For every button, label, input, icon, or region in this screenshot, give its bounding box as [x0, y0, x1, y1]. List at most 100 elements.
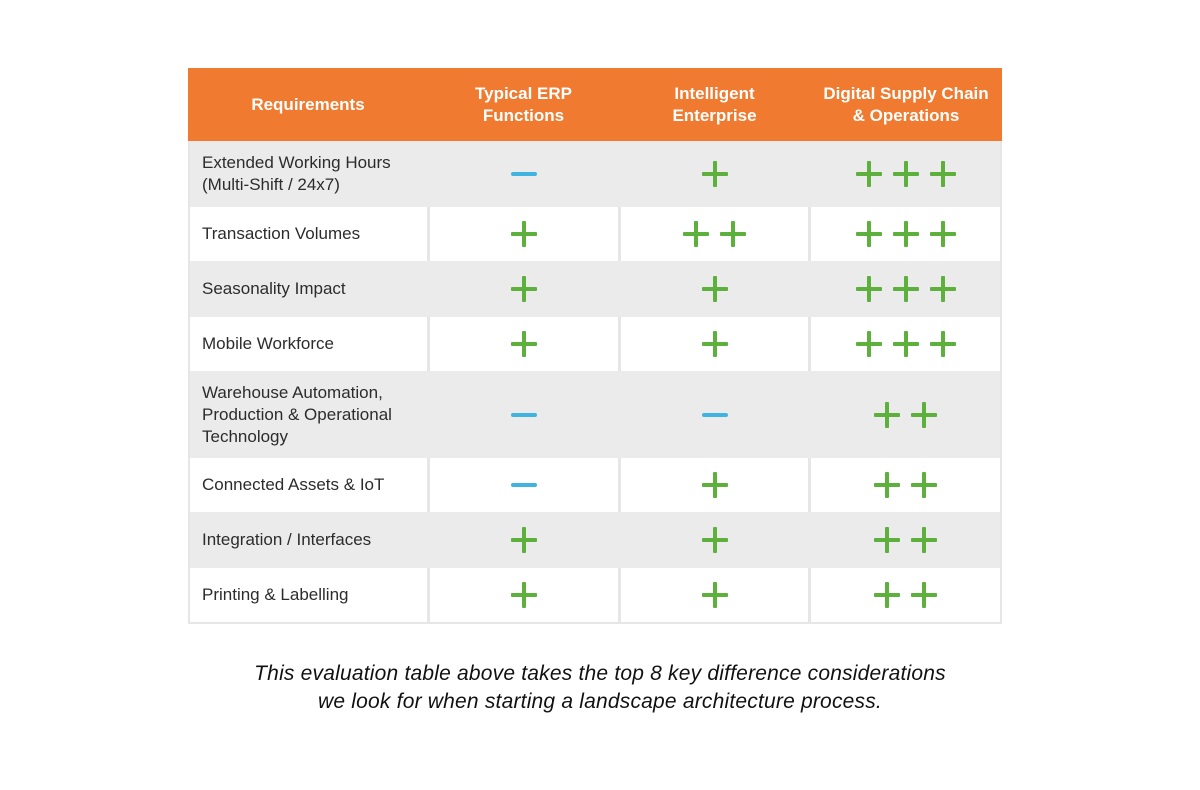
minus-icon [511, 172, 538, 176]
requirement-label: Extended Working Hours [202, 153, 391, 172]
header-digital-supply-chain-line1: Digital Supply Chain [823, 83, 989, 103]
header-digital-supply-chain-line2: & Operations [852, 105, 960, 125]
rating-cell-intelligent-enterprise [617, 207, 809, 261]
table-row: Mobile Workforce [190, 317, 1000, 371]
plus-icon [929, 221, 956, 247]
rating-cell-typical-erp [427, 512, 618, 568]
header-intelligent-enterprise: Intelligent Enterprise [619, 68, 810, 141]
plus-icon [855, 161, 882, 187]
comparison-table: Requirements Typical ERP Functions Intell… [188, 68, 1002, 624]
rating-cell-intelligent-enterprise [617, 317, 809, 371]
rating-cell-intelligent-enterprise [617, 458, 809, 512]
table-row: Transaction Volumes [190, 207, 1000, 261]
plus-icon [892, 221, 919, 247]
rating-cell-typical-erp [427, 371, 618, 458]
requirement-cell: Integration / Interfaces [190, 512, 427, 568]
plus-icon [701, 331, 728, 357]
requirement-label: Integration / Interfaces [202, 530, 372, 549]
requirement-cell: Connected Assets & IoT [190, 458, 427, 512]
plus-icon [892, 276, 919, 302]
plus-icon [701, 161, 728, 187]
rating-cell-intelligent-enterprise [617, 371, 809, 458]
rating-cell-typical-erp [427, 317, 618, 371]
plus-icon [929, 161, 956, 187]
rating-cell-intelligent-enterprise [617, 141, 809, 207]
plus-icon [929, 331, 956, 357]
requirement-label: Connected Assets & IoT [202, 475, 385, 494]
header-digital-supply-chain: Digital Supply Chain & Operations [810, 68, 1002, 141]
table-row: Warehouse Automation, Production & Operat… [190, 371, 1000, 458]
rating-cell-digital-supply-chain [808, 371, 1000, 458]
table-caption: This evaluation table above takes the to… [0, 660, 1200, 716]
rating-cell-intelligent-enterprise [617, 512, 809, 568]
plus-icon [874, 472, 901, 498]
header-intelligent-enterprise-line2: Enterprise [672, 105, 757, 125]
plus-icon [911, 582, 938, 608]
table-body: Extended Working Hours (Multi-Shift / 24x… [190, 141, 1000, 622]
requirement-cell: Warehouse Automation, Production & Operat… [190, 371, 427, 458]
plus-icon [911, 472, 938, 498]
plus-icon [892, 161, 919, 187]
table-row: Seasonality Impact [190, 261, 1000, 317]
plus-icon [701, 276, 728, 302]
rating-cell-digital-supply-chain [808, 512, 1000, 568]
requirement-label: Technology [202, 426, 289, 446]
requirement-cell: Transaction Volumes [190, 207, 427, 261]
header-typical-erp-line2: Functions [482, 105, 565, 125]
table-row: Printing & Labelling [190, 568, 1000, 622]
minus-icon [511, 412, 538, 417]
table-header: Requirements Typical ERP Functions Intell… [188, 68, 1002, 141]
plus-icon [511, 582, 538, 608]
requirement-label: Printing & Labelling [202, 585, 349, 604]
rating-cell-digital-supply-chain [808, 261, 1000, 317]
plus-icon [701, 582, 728, 608]
rating-cell-typical-erp [427, 141, 618, 207]
minus-icon [701, 412, 728, 417]
requirement-cell: Seasonality Impact [190, 261, 427, 317]
requirement-cell: Printing & Labelling [190, 568, 427, 622]
minus-icon [511, 483, 538, 487]
requirement-label: Seasonality Impact [202, 279, 346, 298]
rating-cell-typical-erp [427, 261, 618, 317]
rating-cell-digital-supply-chain [808, 141, 1000, 207]
plus-icon [701, 527, 728, 553]
plus-icon [892, 331, 919, 357]
rating-cell-digital-supply-chain [808, 317, 1000, 371]
plus-icon [511, 527, 538, 553]
plus-icon [911, 527, 938, 553]
requirement-cell: Extended Working Hours (Multi-Shift / 24x… [190, 141, 427, 207]
plus-icon [511, 221, 538, 247]
plus-icon [511, 331, 538, 357]
table-row: Integration / Interfaces [190, 512, 1000, 568]
caption-line-1: This evaluation table above takes the to… [254, 662, 946, 685]
rating-cell-intelligent-enterprise [617, 261, 809, 317]
header-requirements: Requirements [188, 68, 428, 141]
rating-cell-intelligent-enterprise [617, 568, 809, 622]
requirement-label: Warehouse Automation, [202, 382, 383, 402]
rating-cell-typical-erp [427, 458, 618, 512]
header-intelligent-enterprise-line1: Intelligent [674, 83, 755, 103]
caption-line-2: we look for when starting a landscape ar… [318, 690, 882, 713]
plus-icon [874, 582, 901, 608]
table-row: Extended Working Hours (Multi-Shift / 24x… [190, 141, 1000, 207]
plus-icon [720, 221, 747, 247]
plus-icon [855, 276, 882, 302]
header-typical-erp: Typical ERP Functions [428, 68, 619, 141]
rating-cell-digital-supply-chain [808, 568, 1000, 622]
requirement-label: Production & Operational [202, 404, 392, 424]
rating-cell-digital-supply-chain [808, 458, 1000, 512]
requirement-cell: Mobile Workforce [190, 317, 427, 371]
header-typical-erp-line1: Typical ERP [475, 83, 572, 103]
plus-icon [683, 221, 710, 247]
plus-icon [911, 401, 938, 428]
table-row: Connected Assets & IoT [190, 458, 1000, 512]
plus-icon [874, 401, 901, 428]
requirement-label: (Multi-Shift / 24x7) [202, 175, 340, 194]
rating-cell-typical-erp [427, 207, 618, 261]
plus-icon [929, 276, 956, 302]
plus-icon [701, 472, 728, 498]
rating-cell-digital-supply-chain [808, 207, 1000, 261]
header-requirements-text: Requirements [251, 94, 365, 114]
requirement-label: Transaction Volumes [202, 224, 361, 243]
plus-icon [874, 527, 901, 553]
